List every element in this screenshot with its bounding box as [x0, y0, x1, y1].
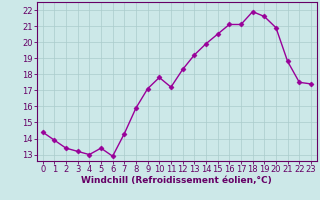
X-axis label: Windchill (Refroidissement éolien,°C): Windchill (Refroidissement éolien,°C) — [81, 176, 272, 185]
